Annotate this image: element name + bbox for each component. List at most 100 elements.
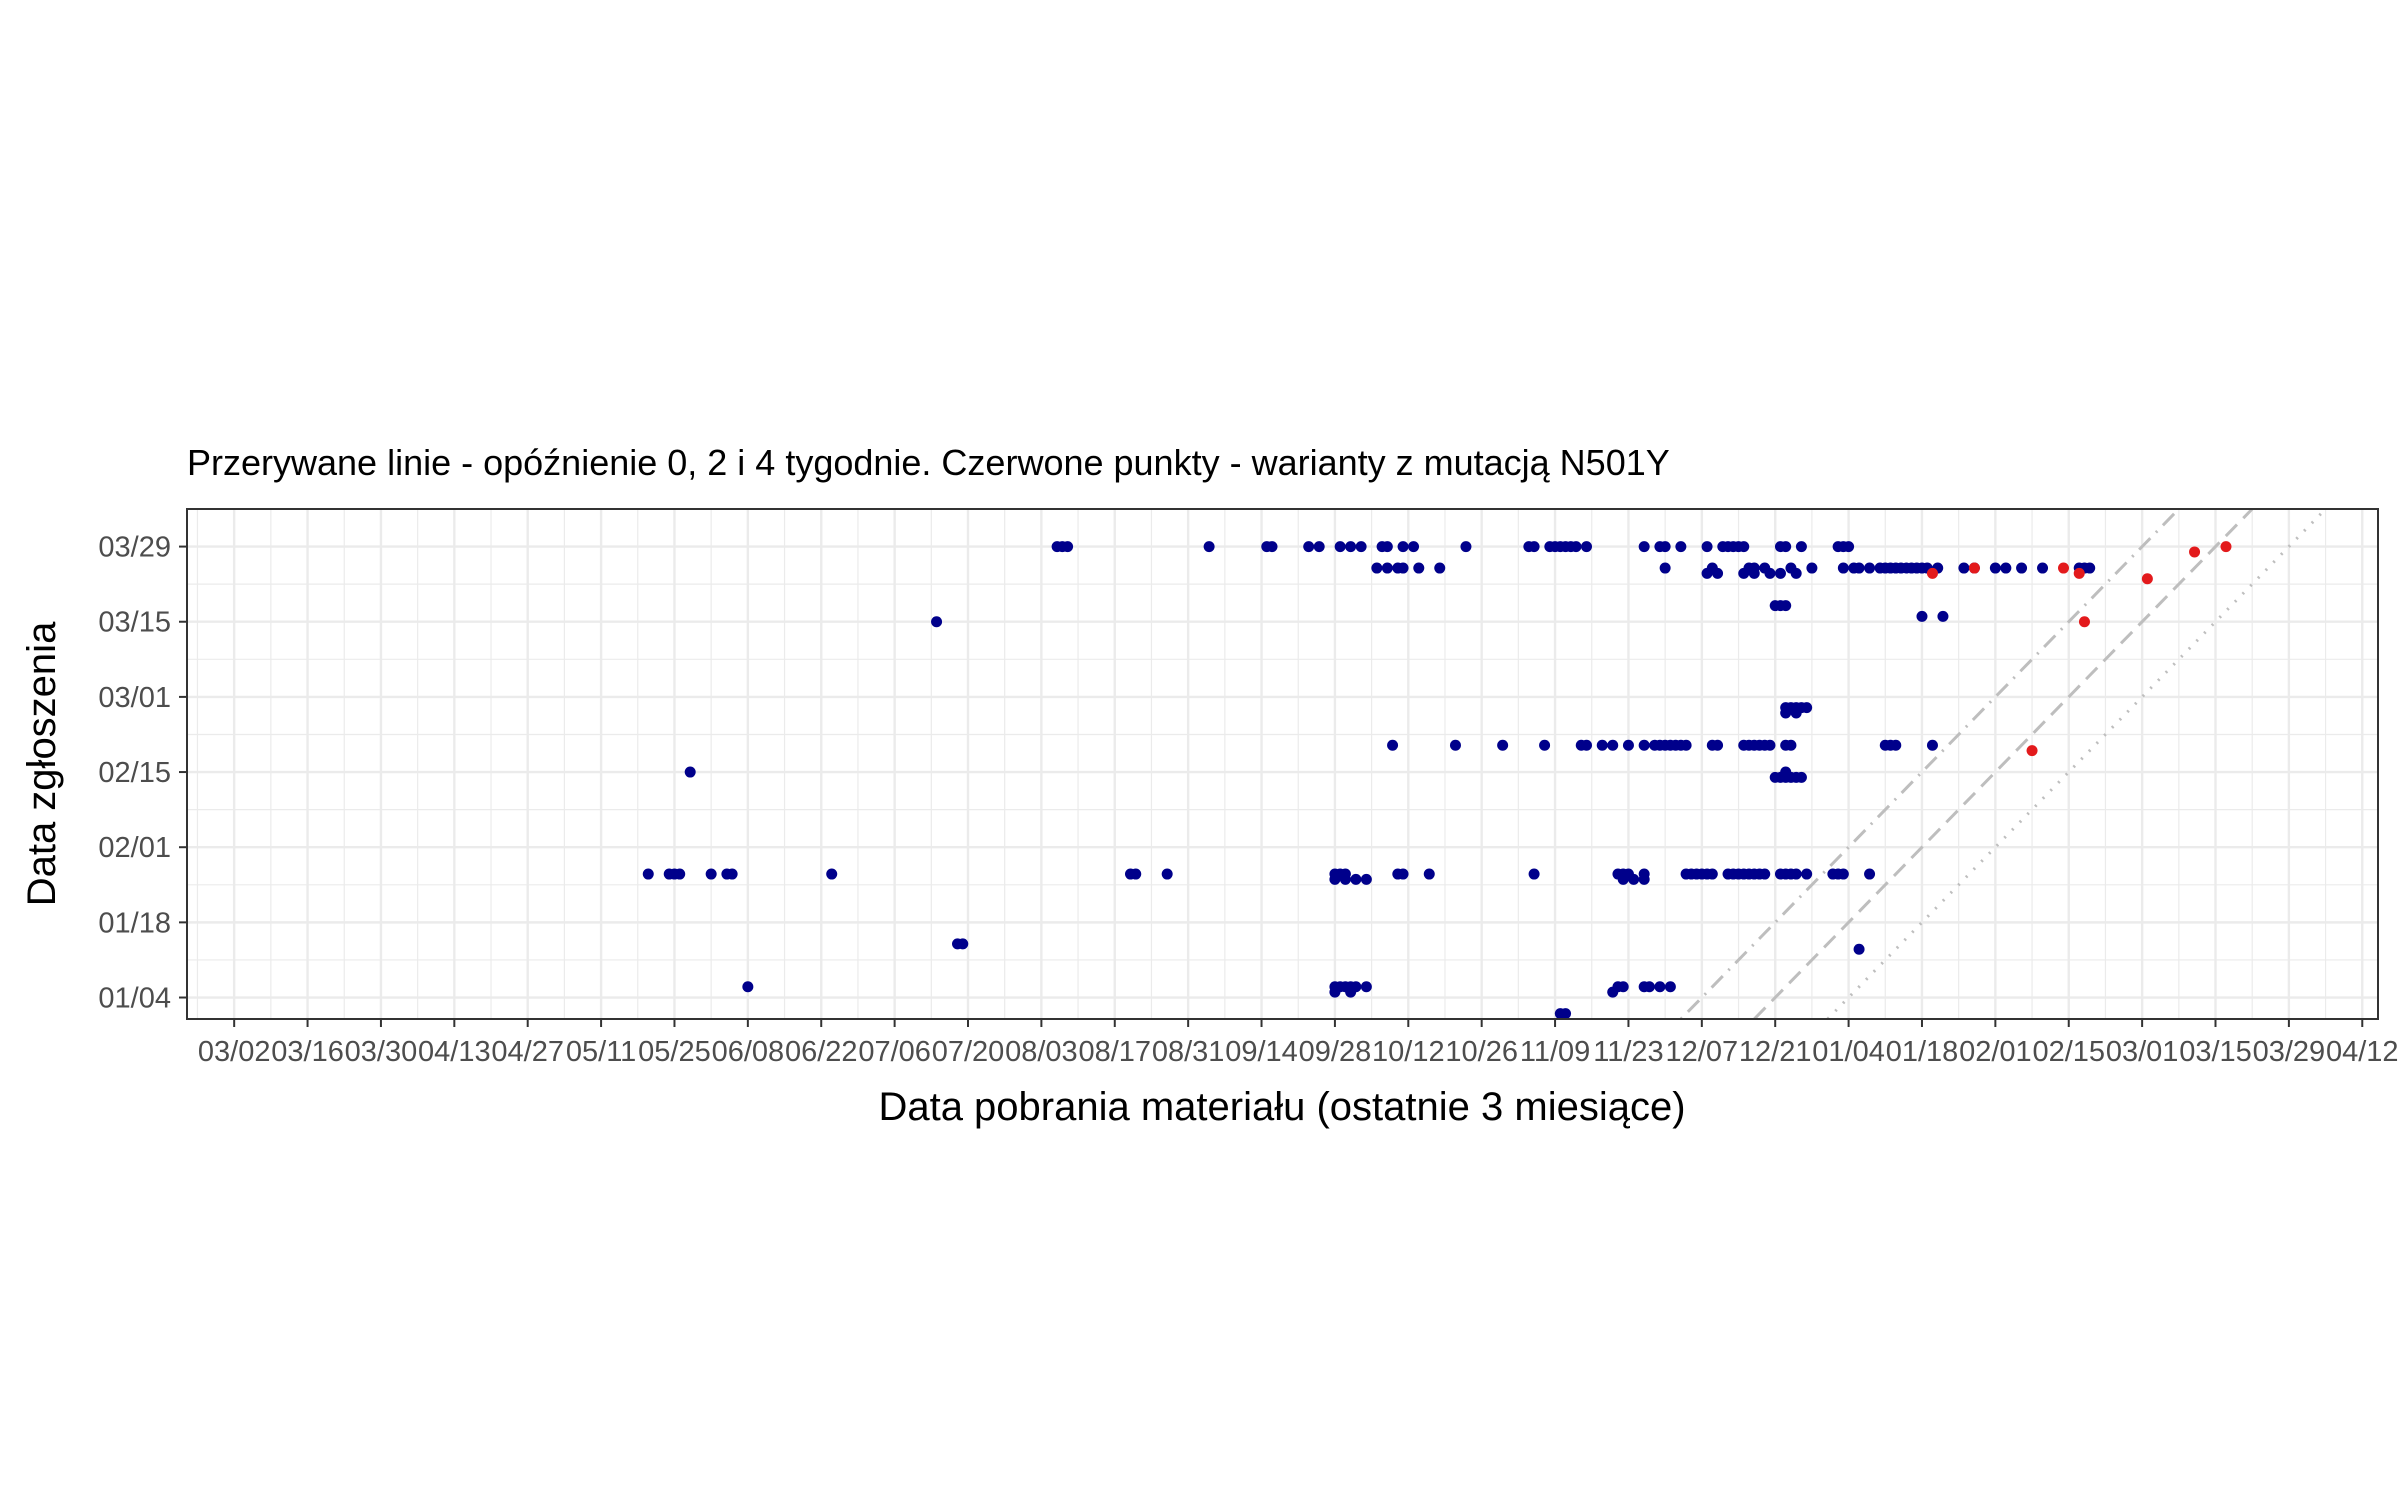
- data-point: [1528, 868, 1540, 880]
- mutation-point: [1968, 562, 1980, 574]
- data-point: [1853, 562, 1865, 574]
- data-point: [1460, 541, 1472, 553]
- y-tick-label: 03/15: [98, 607, 171, 639]
- data-point: [1381, 541, 1393, 553]
- data-point: [1837, 868, 1849, 880]
- data-point: [1926, 739, 1938, 751]
- data-point: [957, 938, 969, 950]
- y-axis-title: Data zgłoszenia: [20, 621, 64, 906]
- data-point: [1712, 739, 1724, 751]
- y-tick-label: 03/29: [98, 532, 171, 564]
- mutation-point: [2078, 616, 2090, 628]
- data-point: [1748, 567, 1760, 579]
- data-point: [1706, 868, 1718, 880]
- data-point: [1329, 873, 1341, 885]
- x-tick-label: 03/02: [198, 1036, 271, 1068]
- data-point: [1329, 986, 1341, 998]
- data-point: [1738, 567, 1750, 579]
- data-point: [1560, 1008, 1572, 1020]
- data-point: [1203, 541, 1215, 553]
- data-point: [1795, 771, 1807, 783]
- data-point: [1570, 541, 1582, 553]
- mutation-point: [2141, 573, 2153, 585]
- data-point: [1607, 986, 1619, 998]
- data-point: [1864, 868, 1876, 880]
- x-tick-label: 06/08: [712, 1036, 785, 1068]
- data-point: [2000, 562, 2012, 574]
- x-tick-label: 08/31: [1152, 1036, 1225, 1068]
- data-point: [1345, 986, 1357, 998]
- data-point: [1643, 981, 1655, 993]
- mutation-point: [2026, 745, 2038, 757]
- data-point: [1266, 541, 1278, 553]
- x-tick-label: 05/25: [638, 1036, 711, 1068]
- data-point: [1654, 981, 1666, 993]
- data-point: [1664, 981, 1676, 993]
- data-point: [1360, 873, 1372, 885]
- x-axis: 03/02 03/16 03/30 04/13 04/27 05/11 05/25 06/08…: [198, 1019, 2399, 1068]
- x-tick-label: 11/23: [1593, 1036, 1663, 1068]
- reference-line-2-weeks: [1753, 509, 2254, 1019]
- data-point: [1806, 562, 1818, 574]
- data-point: [826, 868, 838, 880]
- data-point: [1864, 562, 1876, 574]
- data-point: [1130, 868, 1142, 880]
- data-point: [1790, 567, 1802, 579]
- data-point: [1843, 541, 1855, 553]
- data-point: [1759, 868, 1771, 880]
- data-point: [1937, 610, 1949, 622]
- data-point: [1622, 739, 1634, 751]
- data-point: [642, 868, 654, 880]
- data-point: [742, 981, 754, 993]
- data-point: [2016, 562, 2028, 574]
- data-point: [1408, 541, 1420, 553]
- x-tick-label: 03/01: [2106, 1036, 2179, 1068]
- x-tick-label: 06/22: [785, 1036, 858, 1068]
- data-point: [1381, 562, 1393, 574]
- data-point: [1313, 541, 1325, 553]
- data-point: [1680, 739, 1692, 751]
- data-point: [1659, 541, 1671, 553]
- x-tick-label: 01/18: [1886, 1036, 1959, 1068]
- data-point: [1303, 541, 1315, 553]
- data-point: [1345, 541, 1357, 553]
- data-point: [1397, 562, 1409, 574]
- x-tick-label: 12/07: [1666, 1036, 1739, 1068]
- data-point: [1780, 766, 1792, 778]
- x-tick-label: 08/17: [1078, 1036, 1151, 1068]
- data-point: [1339, 873, 1351, 885]
- data-point: [1539, 739, 1551, 751]
- data-point: [1161, 868, 1173, 880]
- x-tick-label: 01/04: [1812, 1036, 1885, 1068]
- data-point: [1607, 739, 1619, 751]
- data-point: [1387, 739, 1399, 751]
- data-point: [1413, 562, 1425, 574]
- data-point: [1785, 739, 1797, 751]
- x-axis-title: Data pobrania materiału (ostatnie 3 mies…: [878, 1085, 1685, 1129]
- data-point: [1801, 868, 1813, 880]
- data-point: [1780, 707, 1792, 719]
- data-point: [1890, 739, 1902, 751]
- data-point: [1780, 541, 1792, 553]
- data-point: [684, 766, 696, 778]
- x-tick-label: 12/21: [1739, 1036, 1812, 1068]
- data-point: [1497, 739, 1509, 751]
- data-point: [1989, 562, 2001, 574]
- data-point: [705, 868, 717, 880]
- y-tick-label: 01/18: [98, 907, 171, 939]
- mutation-point: [2220, 541, 2232, 553]
- grid: [187, 509, 2378, 1019]
- x-tick-label: 07/20: [932, 1036, 1005, 1068]
- data-point: [726, 868, 738, 880]
- data-point: [1617, 873, 1629, 885]
- mutation-point: [2058, 562, 2070, 574]
- data-point: [1434, 562, 1446, 574]
- data-point: [1355, 541, 1367, 553]
- x-tick-label: 10/26: [1445, 1036, 1518, 1068]
- data-point: [1062, 541, 1074, 553]
- x-tick-label: 05/11: [566, 1036, 636, 1068]
- x-tick-label: 04/27: [491, 1036, 564, 1068]
- data-point: [931, 616, 943, 628]
- data-point: [1449, 739, 1461, 751]
- data-point: [1790, 707, 1802, 719]
